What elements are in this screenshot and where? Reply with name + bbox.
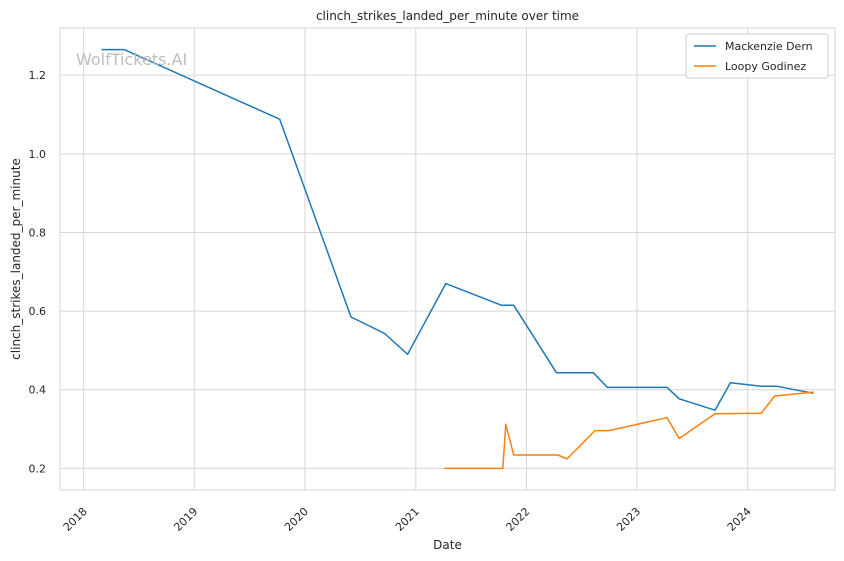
plot-frame: [59, 27, 836, 491]
gridlines: [60, 28, 835, 490]
legend-label: Loopy Godinez: [725, 60, 806, 73]
y-tick-label: 0.2: [29, 462, 47, 475]
y-tick-label: 1.2: [29, 69, 47, 82]
legend-label: Mackenzie Dern: [725, 40, 813, 53]
y-tick-label: 0.6: [29, 305, 47, 318]
series-line-mackenzie-dern: [101, 48, 814, 411]
y-axis-ticks: 0.2 0.4 0.6 0.8 1.0 1.2: [29, 69, 47, 475]
chart-title: clinch_strikes_landed_per_minute over ti…: [316, 9, 579, 23]
plot-area: [60, 28, 835, 490]
x-axis-label: Date: [433, 538, 462, 552]
legend-box: [685, 33, 829, 79]
y-axis-label: clinch_strikes_landed_per_minute: [9, 158, 23, 360]
y-tick-label: 0.4: [29, 384, 47, 397]
watermark: WolfTickets.AI: [76, 50, 187, 69]
legend: Mackenzie Dern Loopy Godinez: [685, 33, 829, 79]
y-tick-label: 1.0: [29, 148, 47, 161]
series-lines: [101, 48, 814, 470]
y-tick-label: 0.8: [29, 226, 47, 239]
series-line-loopy-godinez: [444, 391, 814, 470]
